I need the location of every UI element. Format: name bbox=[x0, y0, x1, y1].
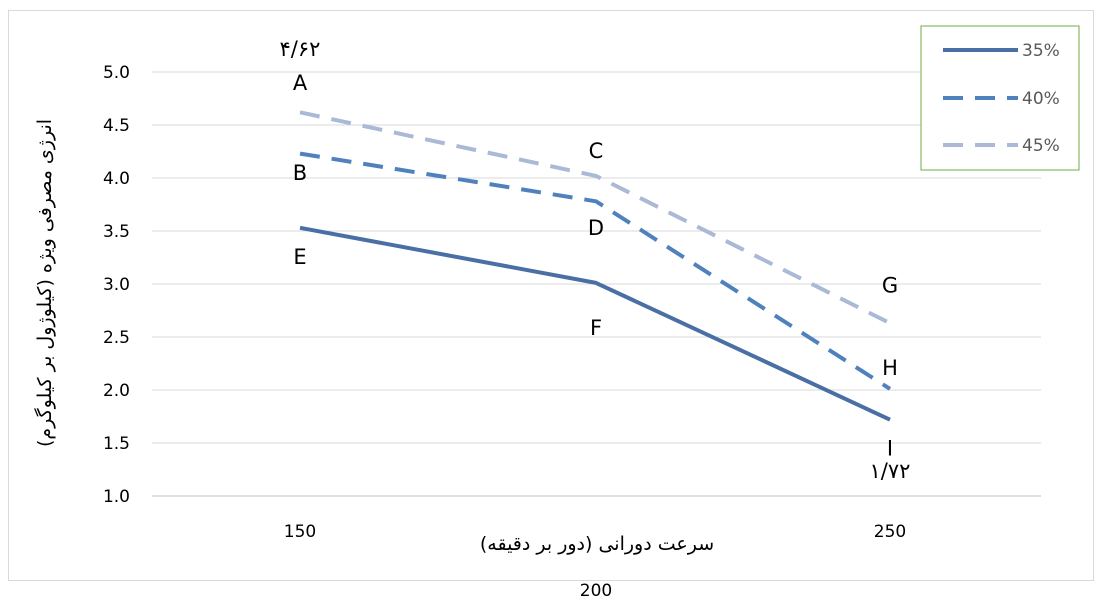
series-line-0 bbox=[299, 225, 891, 422]
y-tick-label: 1.5 bbox=[103, 434, 130, 454]
x-tick-label: 250 bbox=[874, 522, 906, 542]
y-tick-label: 3.5 bbox=[103, 222, 130, 242]
point-annotation: ۴/۶۲ bbox=[280, 37, 321, 61]
y-tick-labels: 1.0 1.5 2.0 2.5 3.0 3.5 4.0 4.5 5.0 bbox=[103, 63, 130, 507]
x-tick-label: 200 bbox=[580, 581, 612, 601]
y-tick-label: 4.5 bbox=[103, 116, 130, 136]
point-annotation: F bbox=[590, 316, 602, 340]
series-line-2 bbox=[299, 110, 891, 325]
y-tick-label: 2.0 bbox=[103, 381, 130, 401]
point-annotation: B bbox=[293, 161, 307, 185]
legend-label-2: 45% bbox=[1022, 136, 1060, 156]
chart-area bbox=[8, 10, 1094, 581]
point-annotation: E bbox=[293, 245, 306, 269]
legend: 35% 40% 45% bbox=[920, 25, 1080, 171]
y-tick-label: 3.0 bbox=[103, 275, 130, 295]
y-tick-label: 2.5 bbox=[103, 328, 130, 348]
legend-label-1: 40% bbox=[1022, 89, 1060, 109]
legend-label-0: 35% bbox=[1022, 41, 1060, 61]
point-annotation: ۱/۷۲ bbox=[870, 459, 911, 483]
y-axis-title: انرژی مصرفی ویژه (کیلوژول بر کیلوگرم) bbox=[33, 119, 56, 447]
legend-entries: 35% 40% 45% bbox=[943, 41, 1060, 156]
series-line-1 bbox=[299, 151, 892, 391]
y-tick-label: 5.0 bbox=[103, 63, 130, 83]
point-annotations: A B E C D F G H I ۴/۶۲ ۱/۷۲ bbox=[280, 37, 911, 483]
gridlines bbox=[152, 71, 1041, 444]
y-tick-label: 1.0 bbox=[103, 487, 130, 507]
x-axis-title: سرعت دورانی (دور بر دقیقه) bbox=[480, 533, 714, 555]
point-annotation: C bbox=[589, 139, 604, 163]
series-lines bbox=[299, 110, 892, 422]
point-annotation: A bbox=[293, 71, 308, 95]
x-tick-labels: 150 200 250 bbox=[284, 522, 906, 601]
x-tick-label: 150 bbox=[284, 522, 316, 542]
y-tick-label: 4.0 bbox=[103, 169, 130, 189]
point-annotation: D bbox=[588, 216, 604, 240]
point-annotation: H bbox=[882, 356, 898, 380]
point-annotation: G bbox=[882, 273, 898, 297]
point-annotation: I bbox=[887, 437, 893, 461]
